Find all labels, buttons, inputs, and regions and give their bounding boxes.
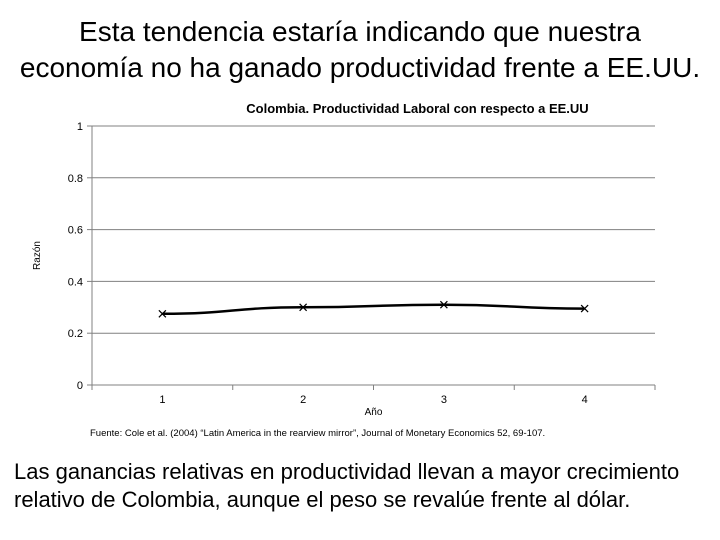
chart-title: Colombia. Productividad Laboral con resp…: [246, 101, 588, 116]
slide-title-line-2: economía no ha ganado productividad fren…: [19, 52, 701, 83]
x-axis-label: Año: [365, 407, 383, 418]
x-tick-label: 4: [582, 394, 588, 406]
x-tick-label: 2: [300, 394, 306, 406]
y-tick-label: 0.2: [68, 328, 83, 340]
y-tick-label: 0.4: [68, 276, 83, 288]
series-line: [162, 303, 585, 316]
y-tick-label: 0: [77, 380, 83, 392]
x-tick-label: 1: [159, 394, 165, 406]
y-axis-label: Razón: [32, 241, 43, 270]
y-tick-label: 0.6: [68, 225, 83, 237]
footer-text: Las ganancias relativas en productividad…: [14, 459, 680, 512]
y-tick-label: 1: [77, 121, 83, 133]
data-point-marker: [580, 304, 589, 313]
x-tick-label: 3: [441, 394, 447, 406]
slide-title-line-1: Esta tendencia estaría indicando que nue…: [79, 16, 641, 47]
y-tick-label: 0.8: [68, 173, 83, 185]
data-point-marker: [439, 300, 448, 309]
slide-title: Esta tendencia estaría indicando que nue…: [0, 14, 720, 86]
data-point-marker: [158, 309, 167, 318]
data-point-marker: [299, 303, 308, 312]
productivity-line-chart: Colombia. Productividad Laboral con resp…: [32, 101, 656, 418]
source-note: Fuente: Cole et al. (2004) “Latin Americ…: [90, 428, 546, 439]
